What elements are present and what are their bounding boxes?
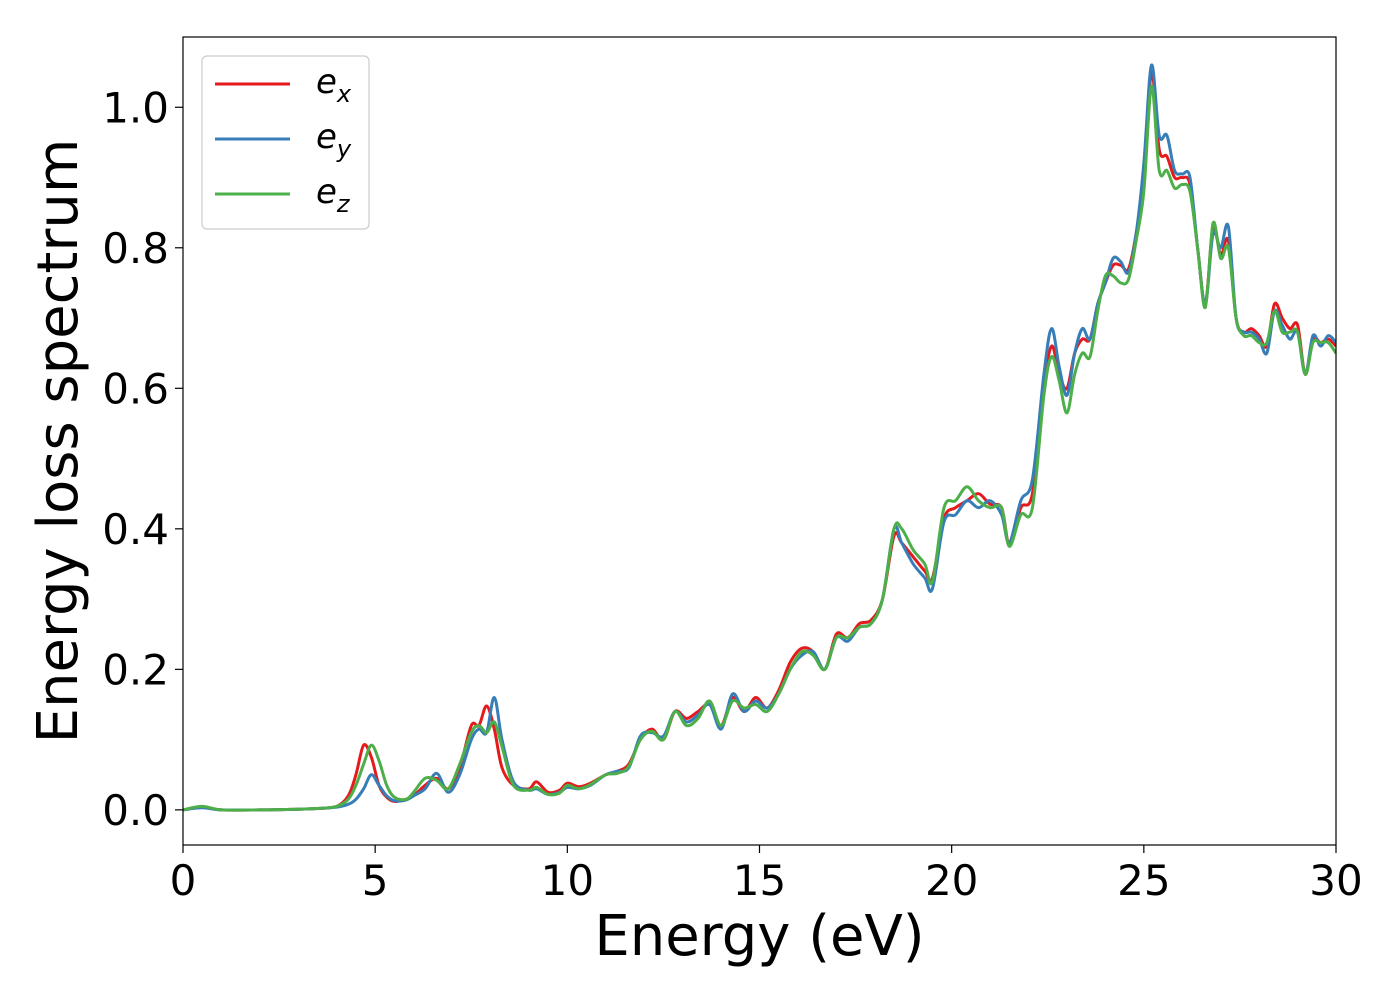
x-tick-label: 0 <box>170 856 197 905</box>
series-layer <box>183 63 1336 812</box>
y-tick-label: 0.0 <box>102 786 169 835</box>
legend-frame <box>201 55 370 230</box>
y-tick-label: 0.4 <box>102 505 169 554</box>
y-tick-label: 0.6 <box>102 364 169 413</box>
legend: ex ey ez <box>201 55 370 230</box>
x-tick-label: 10 <box>541 856 594 905</box>
y-tick-label: 0.8 <box>102 224 169 273</box>
y-tick-label: 1.0 <box>102 83 169 132</box>
legend-label-z: ez <box>316 172 351 218</box>
legend-label-y: ey <box>316 117 352 163</box>
legend-label-x: ex <box>316 62 352 108</box>
x-tick-label: 25 <box>1117 856 1170 905</box>
x-tick-label: 30 <box>1309 856 1362 905</box>
x-axis-title: Energy (eV) <box>594 904 924 969</box>
x-tick-label: 5 <box>362 856 389 905</box>
y-axis-title: Energy loss spectrum <box>26 139 91 744</box>
x-tick-label: 20 <box>925 856 978 905</box>
axes-layer: 0 5 10 15 20 25 30 0.0 0.2 0.4 0.6 0.8 1.0 <box>102 83 1363 905</box>
series-line-z <box>183 84 1336 812</box>
x-tick-label: 15 <box>733 856 786 905</box>
y-tick-label: 0.2 <box>102 645 169 694</box>
